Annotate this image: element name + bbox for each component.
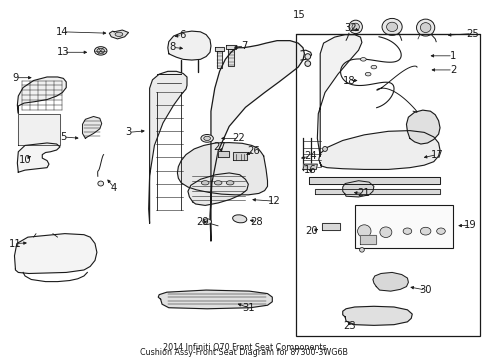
Text: 30: 30: [419, 285, 431, 295]
Text: 15: 15: [292, 10, 305, 20]
Text: 25: 25: [465, 28, 478, 39]
Ellipse shape: [203, 136, 210, 140]
Ellipse shape: [97, 48, 104, 53]
Ellipse shape: [416, 19, 434, 36]
Text: 31: 31: [242, 303, 254, 313]
Text: 19: 19: [464, 220, 476, 230]
Ellipse shape: [379, 227, 391, 238]
Text: 28: 28: [250, 217, 263, 227]
Text: 8: 8: [169, 42, 175, 52]
Text: 18: 18: [342, 76, 355, 86]
Ellipse shape: [203, 219, 211, 224]
Text: 1: 1: [449, 51, 455, 61]
Text: 17: 17: [430, 150, 443, 159]
Polygon shape: [216, 51, 222, 68]
Polygon shape: [15, 234, 97, 274]
Bar: [354, 206, 452, 248]
Text: 12: 12: [267, 196, 280, 206]
Text: 4: 4: [111, 183, 117, 193]
Text: 22: 22: [232, 133, 244, 143]
Polygon shape: [82, 117, 102, 138]
Polygon shape: [226, 45, 235, 49]
Polygon shape: [158, 290, 272, 309]
Text: 23: 23: [343, 321, 356, 332]
Polygon shape: [177, 143, 267, 195]
Ellipse shape: [304, 61, 310, 66]
Ellipse shape: [420, 227, 430, 235]
Ellipse shape: [386, 22, 397, 32]
Ellipse shape: [420, 23, 430, 32]
Polygon shape: [308, 177, 439, 184]
Text: 6: 6: [179, 30, 185, 40]
Text: 5: 5: [60, 132, 66, 142]
Ellipse shape: [351, 23, 359, 31]
Polygon shape: [148, 71, 186, 223]
Ellipse shape: [360, 58, 366, 61]
Text: 2014 Infiniti Q70 Front Seat Components: 2014 Infiniti Q70 Front Seat Components: [163, 343, 325, 352]
Text: 2: 2: [449, 65, 455, 75]
Polygon shape: [232, 153, 246, 160]
Text: 16: 16: [304, 165, 316, 175]
Text: 10: 10: [19, 154, 31, 165]
Polygon shape: [318, 131, 439, 170]
Polygon shape: [315, 189, 439, 194]
Text: 29: 29: [196, 217, 208, 227]
Ellipse shape: [201, 135, 213, 142]
Polygon shape: [359, 235, 376, 244]
Ellipse shape: [348, 20, 362, 33]
Polygon shape: [372, 273, 407, 291]
Polygon shape: [218, 151, 229, 157]
Polygon shape: [17, 143, 60, 172]
Ellipse shape: [201, 181, 208, 185]
Text: 14: 14: [56, 27, 69, 37]
Text: 21: 21: [356, 188, 369, 198]
Text: 27: 27: [213, 142, 225, 152]
Polygon shape: [109, 30, 128, 39]
Ellipse shape: [359, 248, 364, 252]
Text: Cushion Assy-Front Seat Diagram for 87300-3WG6B: Cushion Assy-Front Seat Diagram for 8730…: [140, 348, 348, 357]
Text: 26: 26: [247, 146, 260, 156]
Ellipse shape: [232, 215, 246, 223]
Ellipse shape: [365, 72, 370, 76]
Polygon shape: [18, 114, 60, 145]
Polygon shape: [303, 164, 317, 170]
Ellipse shape: [94, 47, 107, 55]
Text: 24: 24: [304, 151, 316, 161]
Ellipse shape: [436, 228, 445, 234]
Polygon shape: [317, 35, 361, 156]
Ellipse shape: [226, 181, 233, 185]
Ellipse shape: [214, 181, 222, 185]
Ellipse shape: [402, 228, 411, 234]
Text: 9: 9: [12, 73, 19, 83]
Polygon shape: [214, 47, 224, 51]
Ellipse shape: [304, 54, 310, 59]
Ellipse shape: [357, 225, 370, 238]
Ellipse shape: [381, 18, 401, 35]
Polygon shape: [342, 306, 411, 325]
Polygon shape: [406, 110, 439, 144]
Polygon shape: [342, 181, 373, 197]
Ellipse shape: [115, 32, 122, 36]
Polygon shape: [228, 49, 233, 66]
Polygon shape: [209, 41, 304, 241]
Polygon shape: [167, 31, 210, 60]
Text: 32: 32: [344, 23, 356, 33]
Polygon shape: [322, 223, 340, 230]
Bar: [296, 34, 479, 336]
Polygon shape: [17, 77, 66, 113]
Text: 13: 13: [57, 47, 69, 57]
Text: 3: 3: [125, 127, 131, 138]
Polygon shape: [187, 173, 248, 206]
Text: 11: 11: [9, 239, 22, 248]
Ellipse shape: [98, 181, 103, 186]
Ellipse shape: [370, 66, 376, 69]
Text: 20: 20: [305, 226, 317, 236]
Ellipse shape: [322, 147, 327, 152]
Text: 7: 7: [241, 41, 247, 51]
